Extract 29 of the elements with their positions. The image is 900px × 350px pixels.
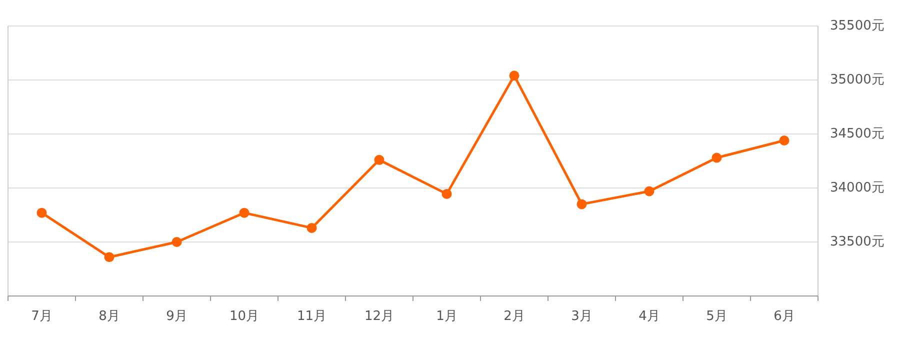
- x-tick-label: 2月: [504, 309, 525, 324]
- point: [576, 199, 587, 210]
- point: [239, 208, 250, 218]
- y-tick-label: 33500元: [830, 234, 884, 250]
- x-tick-label: 10月: [229, 309, 260, 324]
- x-tick-label: 12月: [364, 309, 394, 324]
- point: [644, 186, 654, 196]
- x-tick-label: 3月: [571, 309, 592, 324]
- point: [442, 188, 452, 199]
- x-tick-label: 9月: [166, 309, 188, 324]
- y-tick-label: 35500元: [830, 18, 884, 34]
- point: [779, 135, 790, 146]
- x-tick-label: 7月: [31, 309, 52, 324]
- point: [306, 222, 317, 233]
- point: [104, 252, 114, 262]
- point: [712, 152, 722, 163]
- x-tick-label: 11月: [296, 309, 327, 324]
- y-tick-label: 34500元: [830, 126, 884, 142]
- y-tick-label: 35000元: [830, 72, 884, 88]
- x-tick-label: 8月: [98, 309, 120, 324]
- x-tick-label: 5月: [706, 309, 728, 324]
- x-tick-label: 6月: [774, 309, 795, 324]
- point: [172, 237, 182, 247]
- point: [509, 70, 520, 81]
- y-tick-label: 34000元: [830, 180, 884, 196]
- point: [374, 154, 384, 165]
- point: [36, 208, 47, 218]
- x-tick-label: 4月: [638, 309, 660, 324]
- x-tick-label: 1月: [436, 309, 458, 324]
